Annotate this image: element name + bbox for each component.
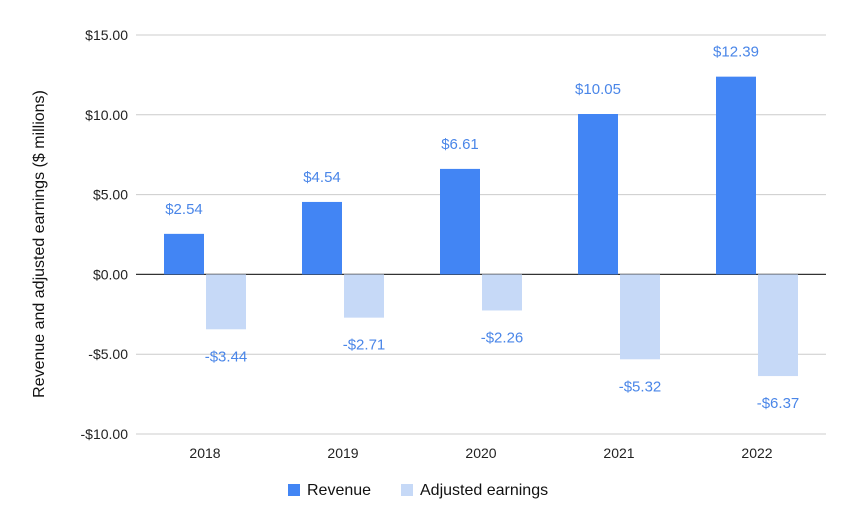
data-label: $6.61 — [441, 136, 479, 153]
data-label: -$3.44 — [205, 348, 248, 365]
data-label: $12.39 — [713, 44, 759, 61]
y-axis-tick-labels: $15.00 $10.00 $5.00 $0.00 -$5.00 -$10.00 — [81, 27, 129, 442]
y-tick-label: $10.00 — [85, 107, 128, 123]
legend-label: Revenue — [307, 482, 371, 499]
x-tick-label: 2022 — [741, 445, 772, 461]
adjusted-earnings-bar — [344, 274, 384, 318]
y-tick-label: $0.00 — [93, 266, 128, 282]
adjusted-earnings-bar — [482, 274, 522, 311]
x-tick-label: 2021 — [603, 445, 634, 461]
revenue-bar — [302, 201, 342, 275]
data-label: -$6.37 — [757, 395, 800, 412]
y-tick-label: $15.00 — [85, 27, 128, 43]
x-axis-tick-labels: 2018 2019 2020 2021 2022 — [189, 445, 772, 461]
x-tick-label: 2018 — [189, 445, 220, 461]
data-label: $4.54 — [303, 169, 341, 186]
bars — [164, 76, 798, 377]
legend-swatch-adjusted-earnings — [401, 484, 413, 496]
data-label: -$5.32 — [619, 378, 662, 395]
gridlines — [136, 34, 826, 435]
adjusted-earnings-bar — [206, 274, 246, 330]
y-axis-title: Revenue and adjusted earnings ($ million… — [31, 90, 48, 398]
y-tick-label: -$10.00 — [81, 426, 129, 442]
data-label: -$2.26 — [481, 329, 524, 346]
legend: Revenue Adjusted earnings — [288, 482, 548, 499]
legend-swatch-revenue — [288, 484, 300, 496]
x-tick-label: 2019 — [327, 445, 358, 461]
revenue-bar — [716, 76, 756, 275]
x-tick-label: 2020 — [465, 445, 496, 461]
y-tick-label: -$5.00 — [88, 346, 128, 362]
adjusted-earnings-bar — [758, 274, 798, 377]
legend-label: Adjusted earnings — [420, 482, 548, 499]
data-labels: $2.54 -$3.44 $4.54 -$2.71 $6.61 -$2.26 $10.05 -… — [165, 44, 799, 412]
revenue-bar — [164, 233, 204, 275]
data-label: $2.54 — [165, 201, 203, 218]
revenue-bar — [440, 168, 480, 275]
revenue-bar — [578, 114, 618, 275]
data-label: $10.05 — [575, 81, 621, 98]
y-tick-label: $5.00 — [93, 187, 128, 203]
data-label: -$2.71 — [343, 337, 386, 354]
adjusted-earnings-bar — [620, 274, 660, 360]
